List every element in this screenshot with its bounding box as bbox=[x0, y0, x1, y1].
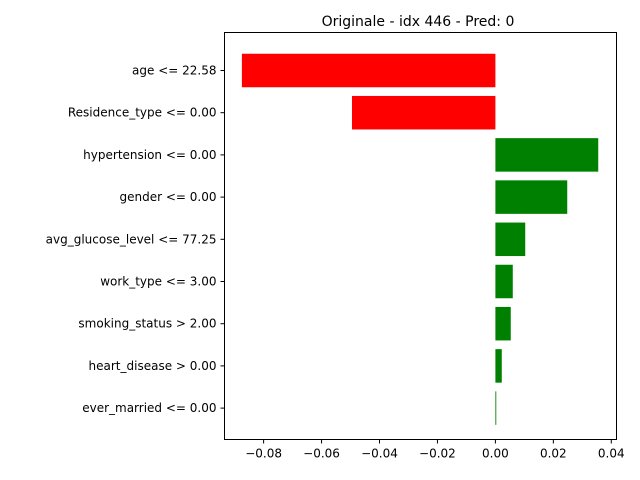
plot-frame bbox=[224, 32, 617, 440]
y-axis-ticks: age <= 22.58 Residence_type <= 0.00 hypert… bbox=[46, 64, 225, 415]
x-axis-ticks: −0.08 −0.06 −0.04 −0.02 0.00 0.02 0.04 bbox=[245, 439, 625, 461]
chart-title: Originale - idx 446 - Pred: 0 bbox=[322, 14, 515, 30]
y-tick-label: Residence_type <= 0.00 bbox=[68, 106, 217, 120]
x-tick-label: 0.02 bbox=[540, 447, 567, 461]
x-tick-label: −0.04 bbox=[361, 447, 398, 461]
y-tick-label: hypertension <= 0.00 bbox=[83, 148, 216, 162]
y-tick-label: ever_married <= 0.00 bbox=[82, 401, 216, 415]
bar bbox=[495, 222, 526, 257]
bar bbox=[351, 95, 496, 130]
y-tick-label: avg_glucose_level <= 77.25 bbox=[46, 232, 217, 246]
y-tick-label: heart_disease > 0.00 bbox=[89, 359, 217, 373]
x-tick-label: 0.00 bbox=[482, 447, 509, 461]
bar bbox=[495, 264, 513, 299]
y-tick-label: gender <= 0.00 bbox=[120, 190, 217, 204]
bar bbox=[495, 391, 497, 425]
bar bbox=[495, 349, 502, 383]
y-tick-label: work_type <= 3.00 bbox=[100, 275, 216, 289]
x-tick-label: −0.08 bbox=[245, 447, 282, 461]
bar bbox=[495, 138, 599, 172]
y-tick-label: smoking_status > 2.00 bbox=[78, 317, 216, 331]
x-tick-label: 0.04 bbox=[598, 447, 625, 461]
bar bbox=[495, 306, 511, 341]
bars-group bbox=[241, 53, 599, 425]
x-tick-label: −0.02 bbox=[419, 447, 456, 461]
x-tick-label: −0.06 bbox=[303, 447, 340, 461]
y-tick-label: age <= 22.58 bbox=[132, 64, 216, 78]
bar bbox=[495, 180, 568, 214]
bar bbox=[241, 53, 496, 88]
